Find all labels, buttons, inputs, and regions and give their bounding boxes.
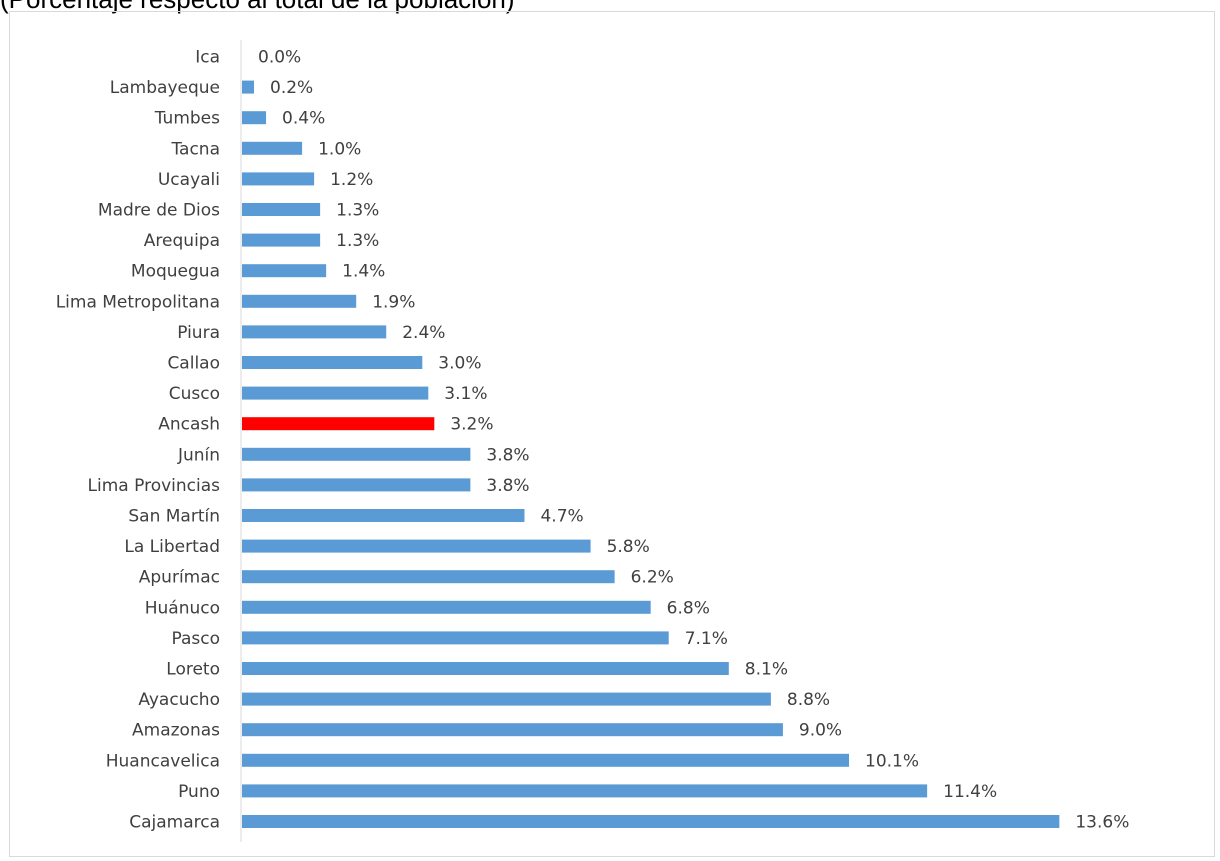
bar-pasco bbox=[242, 631, 669, 645]
value-label-puno: 11.4% bbox=[943, 782, 997, 802]
category-label-amazonas: Amazonas bbox=[132, 721, 220, 741]
category-label-moquegua: Moquegua bbox=[131, 262, 220, 282]
category-label-ancash: Ancash bbox=[158, 415, 220, 435]
bar-madre-de-dios bbox=[242, 203, 321, 216]
bar-loreto bbox=[242, 662, 729, 675]
bar-lima-provincias bbox=[242, 478, 471, 492]
chart-title: (Porcentaje respecto al total de la pobl… bbox=[0, 0, 515, 15]
bar-huancavelica bbox=[242, 753, 850, 767]
value-label-tacna: 1.0% bbox=[318, 139, 361, 159]
bar-ancash bbox=[242, 417, 435, 431]
category-label-ucayali: Ucayali bbox=[158, 170, 220, 190]
category-label-puno: Puno bbox=[178, 782, 220, 802]
bar-tacna bbox=[242, 141, 303, 155]
category-label-san-martin: San Martín bbox=[128, 507, 220, 527]
value-label-amazonas: 9.0% bbox=[799, 721, 842, 741]
bar-arequipa bbox=[242, 233, 321, 247]
bar-apurimac bbox=[242, 570, 615, 584]
bar-la-libertad bbox=[242, 539, 591, 553]
bar-ucayali bbox=[242, 172, 315, 186]
value-label-la-libertad: 5.8% bbox=[607, 537, 650, 557]
category-label-lambayeque: Lambayeque bbox=[110, 78, 220, 98]
category-label-madre-de-dios: Madre de Dios bbox=[98, 201, 220, 221]
bar-callao bbox=[242, 356, 423, 369]
category-label-la-libertad: La Libertad bbox=[124, 537, 220, 557]
value-label-lambayeque: 0.2% bbox=[270, 78, 313, 98]
category-label-piura: Piura bbox=[177, 323, 220, 343]
category-label-loreto: Loreto bbox=[166, 660, 220, 680]
category-label-lima-metropolitana: Lima Metropolitana bbox=[56, 292, 220, 312]
category-label-lima-provincias: Lima Provincias bbox=[88, 476, 221, 496]
value-label-ayacucho: 8.8% bbox=[787, 690, 830, 710]
category-label-tumbes: Tumbes bbox=[154, 109, 220, 129]
value-label-lima-metropolitana: 1.9% bbox=[372, 292, 415, 312]
value-label-san-martin: 4.7% bbox=[540, 507, 583, 527]
value-label-lima-provincias: 3.8% bbox=[486, 476, 529, 496]
value-label-callao: 3.0% bbox=[438, 354, 481, 374]
category-label-junin: Junín bbox=[177, 445, 220, 465]
bar-amazonas bbox=[242, 723, 783, 737]
value-label-arequipa: 1.3% bbox=[336, 231, 379, 251]
category-label-apurimac: Apurímac bbox=[139, 568, 220, 588]
bar-ayacucho bbox=[242, 692, 771, 706]
category-label-cajamarca: Cajamarca bbox=[129, 813, 220, 833]
value-labels-group: 0.0% 0.2% 0.4% 1.0% 1.2% 1.3% 1.3% 1.4% 1.9% 2.4%… bbox=[258, 48, 1129, 833]
value-label-huancavelica: 10.1% bbox=[865, 751, 919, 771]
bars-group bbox=[242, 80, 1060, 828]
value-label-piura: 2.4% bbox=[402, 323, 445, 343]
value-label-ucayali: 1.2% bbox=[330, 170, 373, 190]
bar-huanuco bbox=[242, 600, 651, 614]
bar-lima-metropolitana bbox=[242, 294, 357, 308]
category-label-cusco: Cusco bbox=[169, 384, 220, 404]
value-label-ancash: 3.2% bbox=[450, 415, 493, 435]
value-label-junin: 3.8% bbox=[486, 445, 529, 465]
value-label-tumbes: 0.4% bbox=[282, 109, 325, 129]
category-label-ica: Ica bbox=[195, 48, 220, 68]
category-label-ayacucho: Ayacucho bbox=[138, 690, 220, 710]
value-label-cusco: 3.1% bbox=[444, 384, 487, 404]
category-label-huancavelica: Huancavelica bbox=[106, 751, 220, 771]
bar-tumbes bbox=[242, 111, 267, 125]
category-label-tacna: Tacna bbox=[170, 139, 220, 159]
value-label-moquegua: 1.4% bbox=[342, 262, 385, 282]
value-label-apurimac: 6.2% bbox=[631, 568, 674, 588]
bar-piura bbox=[242, 325, 387, 339]
value-label-loreto: 8.1% bbox=[745, 660, 788, 680]
bar-san-martin bbox=[242, 509, 525, 522]
category-label-arequipa: Arequipa bbox=[144, 231, 220, 251]
category-label-huanuco: Huánuco bbox=[145, 598, 220, 618]
chart-frame bbox=[9, 11, 1215, 857]
value-label-madre-de-dios: 1.3% bbox=[336, 201, 379, 221]
value-label-pasco: 7.1% bbox=[685, 629, 728, 649]
category-label-callao: Callao bbox=[167, 354, 220, 374]
bar-lambayeque bbox=[242, 80, 255, 94]
bar-puno bbox=[242, 784, 928, 798]
bar-junin bbox=[242, 447, 471, 461]
value-label-cajamarca: 13.6% bbox=[1075, 813, 1129, 833]
bar-cajamarca bbox=[242, 815, 1060, 828]
value-label-huanuco: 6.8% bbox=[667, 598, 710, 618]
bar-cusco bbox=[242, 386, 429, 400]
bar-moquegua bbox=[242, 264, 327, 278]
category-label-pasco: Pasco bbox=[171, 629, 220, 649]
category-labels-group: Ica Lambayeque Tumbes Tacna Ucayali Madre de … bbox=[56, 48, 220, 833]
value-label-ica: 0.0% bbox=[258, 48, 301, 68]
